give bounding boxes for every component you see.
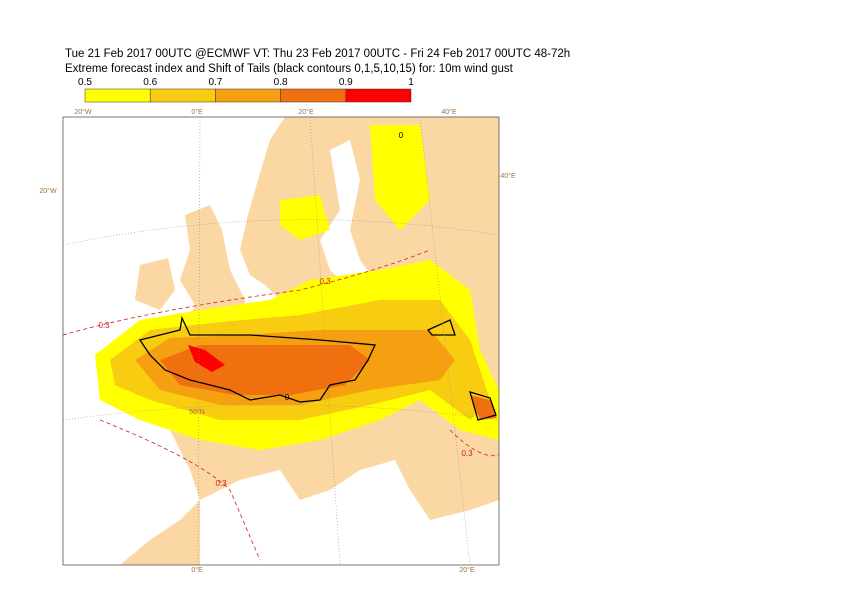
- efi-05: [370, 125, 430, 230]
- geo-label: 20°W: [74, 108, 92, 116]
- baltic: [320, 140, 375, 290]
- sot-contour: [138, 315, 376, 403]
- geo-label: 40°E: [441, 108, 457, 116]
- contour-label: 0.3: [98, 321, 110, 330]
- colorbar-label: 1: [408, 77, 414, 88]
- graticule: [62, 116, 500, 566]
- mediterranean: [200, 460, 499, 565]
- sot-label: 0: [285, 393, 290, 402]
- colorbar-segment: [149, 88, 216, 103]
- geo-label: 0°E: [191, 566, 203, 574]
- subtitle: Extreme forecast index and Shift of Tail…: [65, 63, 514, 75]
- contour-label: 0.3: [215, 479, 227, 488]
- contour-label: 0.3: [319, 277, 331, 286]
- geo-label: 0°E: [191, 108, 203, 116]
- colorbar-segment: [84, 88, 151, 103]
- britain: [180, 205, 245, 338]
- contour-label: 0.3: [461, 449, 473, 458]
- map: [62, 116, 500, 566]
- efi-05: [280, 195, 330, 240]
- map-labels: 20°W 0°E 20°E 40°E 20°W 40°E 50°N 0°E 20°E 0.3 0.3…: [39, 108, 516, 574]
- efi-08: [470, 395, 497, 420]
- geo-label: 40°E: [500, 172, 516, 180]
- colorbar-segment: [345, 88, 412, 103]
- geo-label: 20°E: [459, 566, 475, 574]
- colorbar-label: 0.5: [78, 77, 92, 88]
- colorbar-segment: [280, 88, 347, 103]
- efi-09: [188, 345, 225, 372]
- colorbar: 0.5 0.6 0.7 0.8 0.9 1: [78, 77, 414, 103]
- title: Tue 21 Feb 2017 00UTC @ECMWF VT: Thu 23 …: [65, 48, 570, 60]
- colorbar-segment: [215, 88, 281, 103]
- sot-contour: [426, 319, 497, 421]
- colorbar-label: 0.7: [208, 77, 222, 88]
- geo-label: 20°W: [39, 187, 57, 195]
- ireland: [135, 258, 175, 310]
- colorbar-label: 0.9: [339, 77, 353, 88]
- colorbar-label: 0.6: [143, 77, 157, 88]
- contour-03: [62, 249, 500, 561]
- map-frame: [62, 116, 500, 566]
- geo-label: 20°E: [298, 108, 314, 116]
- geo-label: 50°N: [189, 408, 205, 416]
- sot-label: 0: [399, 131, 404, 140]
- colorbar-label: 0.8: [274, 77, 288, 88]
